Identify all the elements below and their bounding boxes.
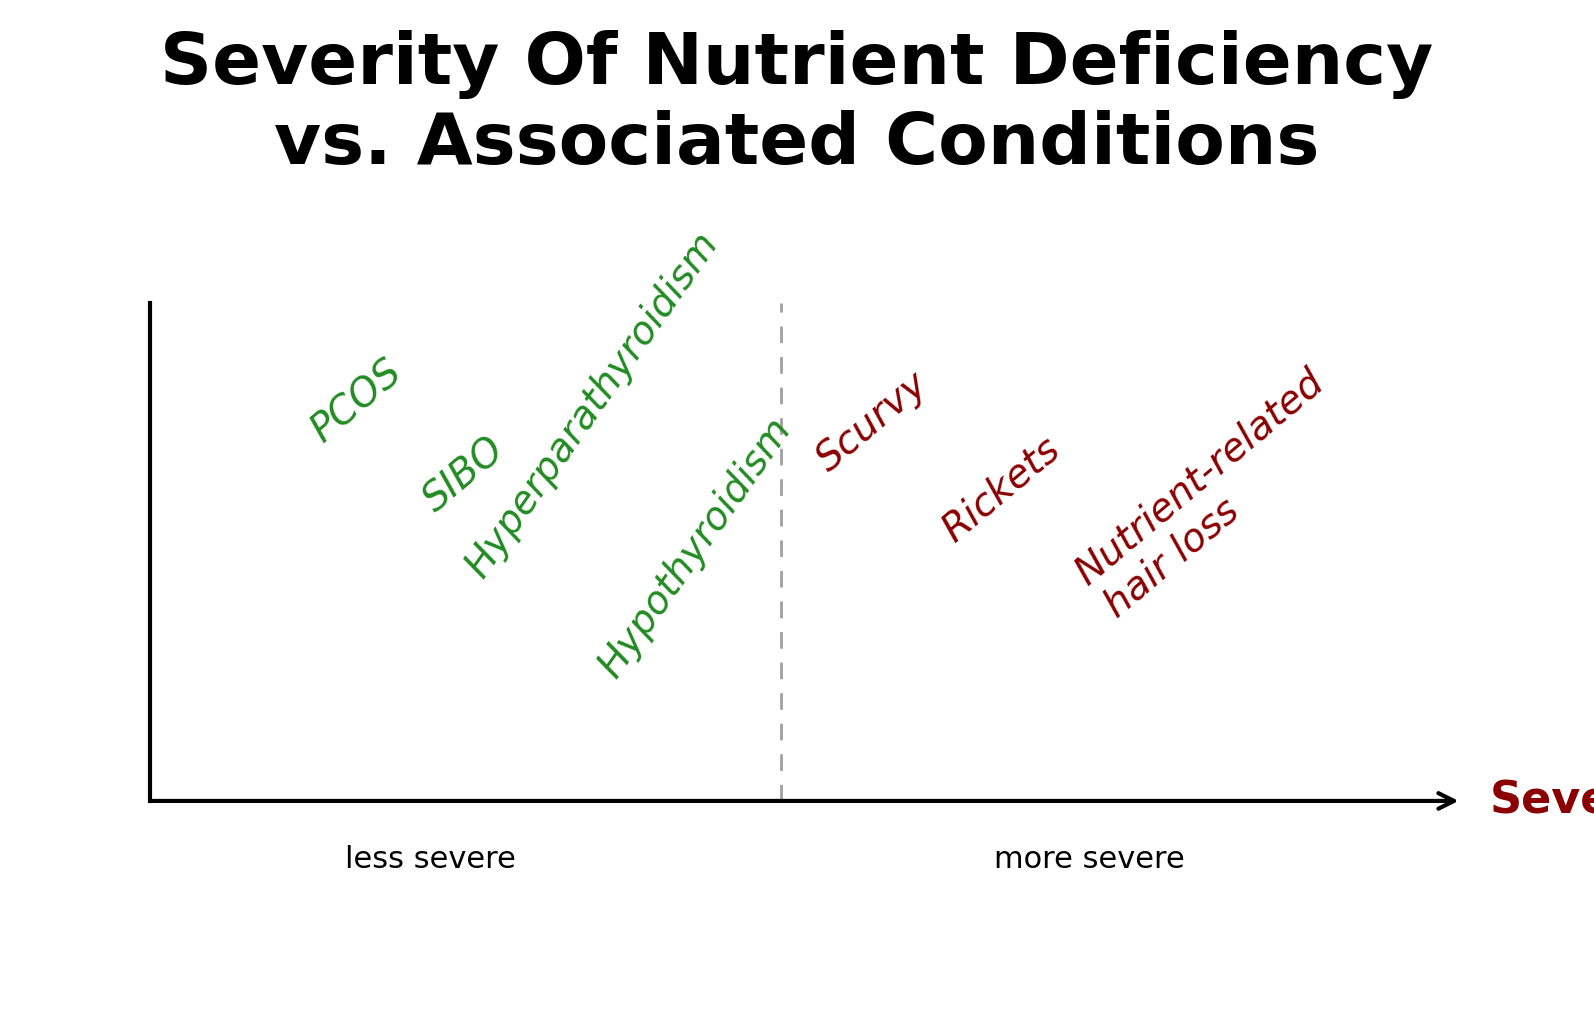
Text: SIBO: SIBO (416, 430, 512, 520)
Text: Hypothyroidism: Hypothyroidism (591, 410, 799, 684)
Text: Scurvy: Scurvy (810, 365, 936, 479)
Text: Severity Of Nutrient Deficiency
vs. Associated Conditions: Severity Of Nutrient Deficiency vs. Asso… (161, 30, 1433, 179)
Text: Rickets: Rickets (936, 429, 1068, 549)
Text: Hyperparathyroidism: Hyperparathyroidism (459, 225, 725, 584)
Text: Severity: Severity (1489, 780, 1594, 822)
Text: less severe: less severe (344, 845, 516, 874)
Text: more severe: more severe (995, 845, 1184, 874)
Text: PCOS: PCOS (304, 352, 410, 449)
Text: Nutrient-related
hair loss: Nutrient-related hair loss (1068, 362, 1360, 625)
